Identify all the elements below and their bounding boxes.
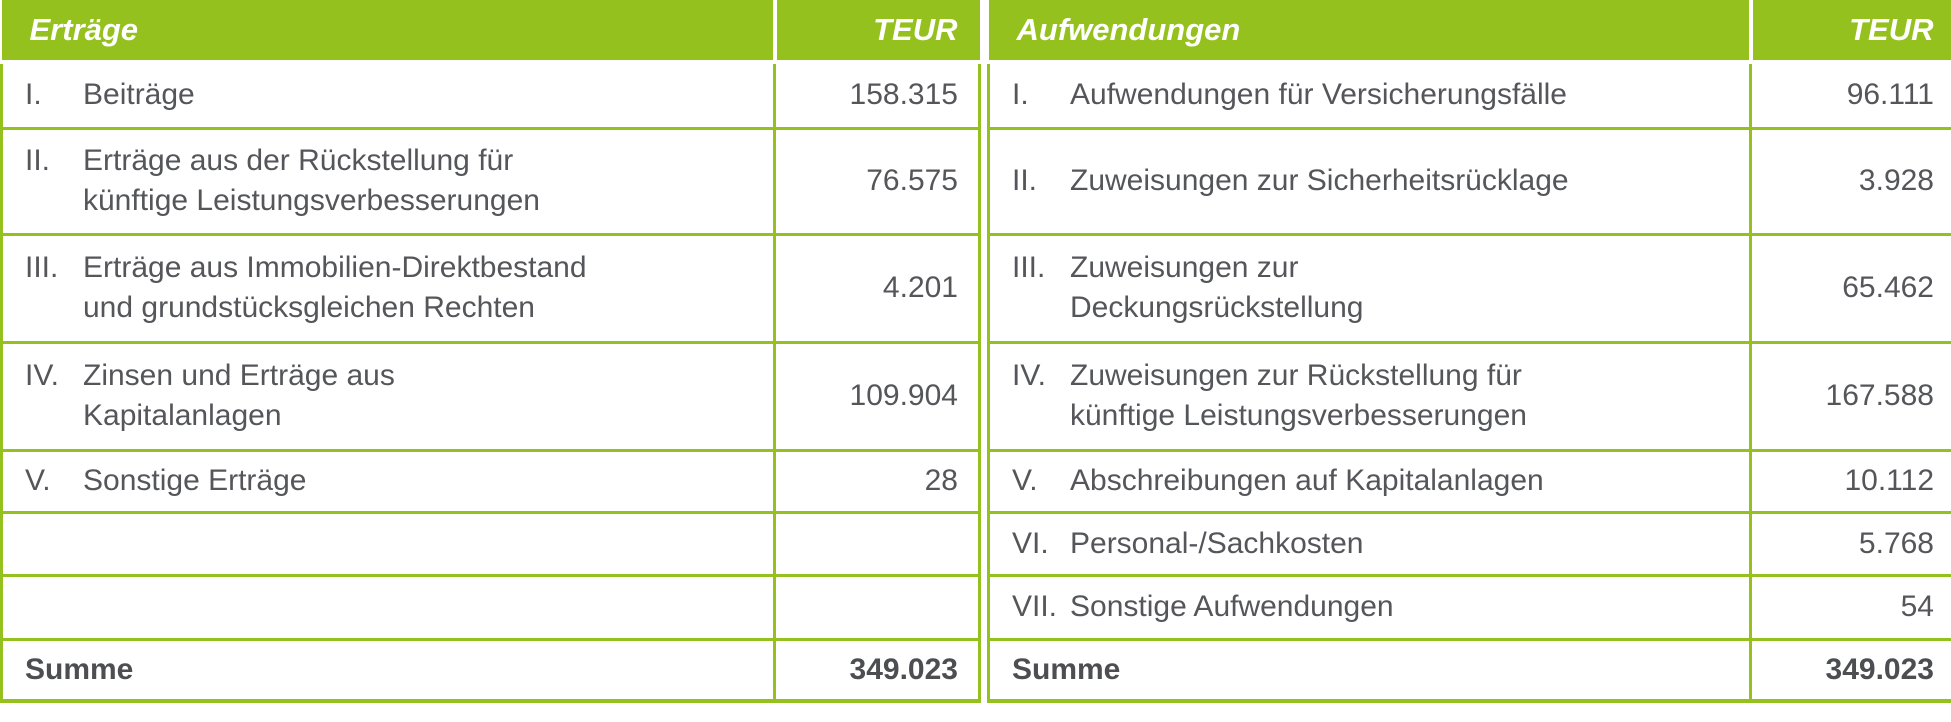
row-label: Abschreibungen auf Kapitalanlagen: [1070, 464, 1544, 497]
table-row: II. Erträge aus der Rückstellung für künf…: [0, 126, 981, 236]
row-value: 10.112: [1749, 448, 1951, 514]
row-numeral: I.: [25, 78, 42, 112]
row-value: 28: [773, 448, 981, 514]
row-numeral: III.: [1012, 251, 1046, 284]
row-label: Zuweisungen zur Deckungsrückstellung: [1070, 251, 1364, 324]
row-value: [773, 510, 981, 577]
row-value: 4.201: [773, 232, 981, 344]
table-header-row: Erträge TEUR: [1, 0, 980, 64]
row-label: Zuweisungen zur Rückstellung für künftig…: [1070, 359, 1527, 432]
row-value: 76.575: [773, 126, 981, 236]
row-label: Zuweisungen zur Sicherheitsrücklage: [1070, 164, 1569, 197]
row-value: 5.768: [1749, 510, 1951, 577]
column-header-teur-right: TEUR: [1750, 0, 1951, 64]
row-numeral: VII.: [1012, 590, 1058, 623]
row-label: Sonstige Aufwendungen: [1070, 590, 1394, 623]
table-row: I. Aufwendungen für Versicherungsfälle 96…: [987, 60, 1951, 130]
total-row: Summe 349.023: [0, 637, 981, 703]
row-value: 65.462: [1749, 232, 1951, 344]
row-numeral: V.: [25, 464, 51, 497]
income-expense-tables: Erträge TEUR I. Beiträge 158.315 II. Erträ…: [0, 0, 1951, 703]
table-row: V. Sonstige Erträge 28: [0, 448, 981, 514]
table-row: III. Zuweisungen zur Deckungsrückstellung…: [987, 232, 1951, 344]
aufwendungen-table: Aufwendungen TEUR I. Aufwendungen für Ver…: [987, 0, 1951, 703]
total-value: 349.023: [1749, 637, 1951, 703]
row-label: Personal-/Sachkosten: [1070, 526, 1364, 560]
column-header-aufwendungen: Aufwendungen: [988, 0, 1753, 64]
table-header-row: Aufwendungen TEUR: [988, 0, 1951, 64]
row-value: 167.588: [1749, 340, 1951, 452]
row-value: 96.111: [1749, 60, 1951, 130]
table-row: IV. Zinsen und Erträge aus Kapitalanlagen…: [0, 340, 981, 452]
row-numeral: IV.: [1012, 359, 1046, 392]
total-label: Summe: [0, 637, 776, 703]
row-numeral: IV.: [25, 359, 59, 392]
row-numeral: III.: [25, 251, 59, 284]
row-value: 158.315: [773, 60, 981, 130]
table-row-empty: [0, 573, 981, 641]
table-row: I. Beiträge 158.315: [0, 60, 981, 130]
row-value: 109.904: [773, 340, 981, 452]
row-label: Sonstige Erträge: [83, 464, 307, 497]
row-numeral: II.: [1012, 164, 1038, 197]
total-label: Summe: [987, 637, 1752, 703]
total-row: Summe 349.023: [987, 637, 1951, 703]
table-row: II. Zuweisungen zur Sicherheitsrücklage 3…: [987, 126, 1951, 236]
table-row: III. Erträge aus Immobilien-Direktbestand…: [0, 232, 981, 344]
row-numeral: II.: [25, 144, 51, 177]
row-label: Erträge aus der Rückstellung für künftig…: [83, 144, 540, 217]
row-numeral: V.: [1012, 464, 1038, 497]
table-row-empty: [0, 510, 981, 577]
table-row: V. Abschreibungen auf Kapitalanlagen 10.1…: [987, 448, 1951, 514]
row-numeral: VI.: [1012, 526, 1049, 560]
column-header-ertraege: Erträge: [1, 0, 777, 64]
row-value: 3.928: [1749, 126, 1951, 236]
table-row: IV. Zuweisungen zur Rückstellung für künf…: [987, 340, 1951, 452]
ertraege-table: Erträge TEUR I. Beiträge 158.315 II. Erträ…: [0, 0, 981, 703]
row-label: Aufwendungen für Versicherungsfälle: [1070, 78, 1567, 112]
row-label: Zinsen und Erträge aus Kapitalanlagen: [83, 359, 395, 432]
column-header-teur-left: TEUR: [774, 0, 980, 64]
row-numeral: I.: [1012, 78, 1029, 112]
row-label: Erträge aus Immobilien-Direktbestand und…: [83, 251, 587, 324]
row-label: Beiträge: [83, 78, 195, 112]
table-row: VII. Sonstige Aufwendungen 54: [987, 573, 1951, 641]
total-value: 349.023: [773, 637, 981, 703]
table-row: VI. Personal-/Sachkosten 5.768: [987, 510, 1951, 577]
row-value: [773, 573, 981, 641]
row-value: 54: [1749, 573, 1951, 641]
